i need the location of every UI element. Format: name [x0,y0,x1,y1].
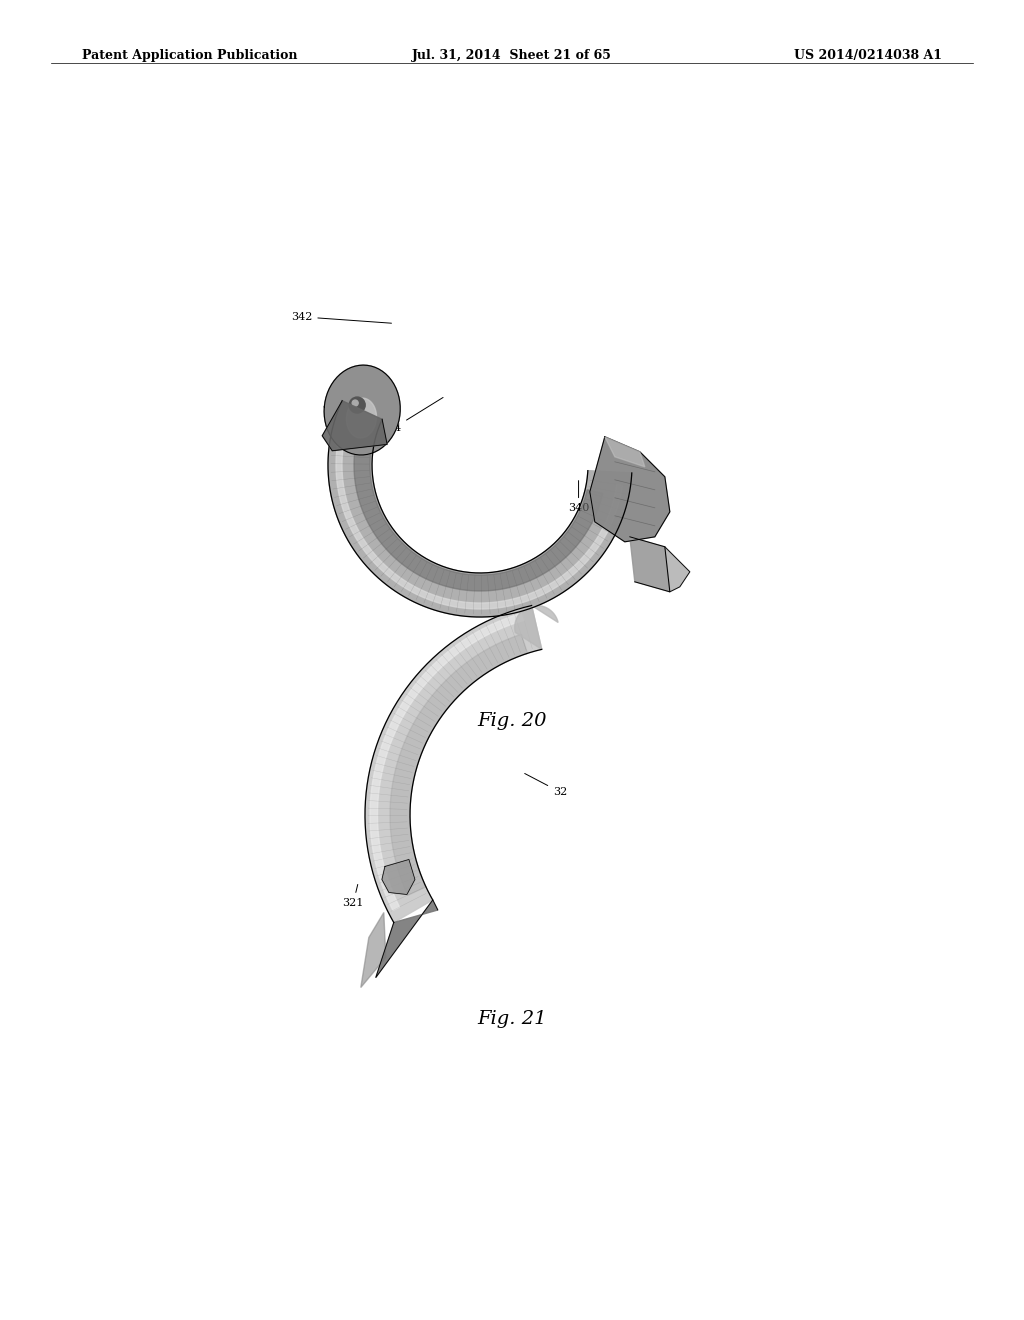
Polygon shape [590,437,670,541]
Text: 342: 342 [291,312,391,323]
Polygon shape [376,900,438,978]
Polygon shape [336,416,623,609]
Polygon shape [515,606,558,649]
Polygon shape [354,433,603,591]
Polygon shape [630,537,670,591]
Polygon shape [665,546,690,591]
Polygon shape [370,612,524,911]
Polygon shape [365,606,542,923]
Text: 321: 321 [343,884,364,908]
Circle shape [349,397,366,413]
Polygon shape [605,437,645,467]
Polygon shape [390,635,527,895]
Text: 54: 54 [387,397,443,433]
Text: Patent Application Publication: Patent Application Publication [82,49,297,62]
Text: US 2014/0214038 A1: US 2014/0214038 A1 [794,49,942,62]
Polygon shape [382,859,415,895]
Text: 340: 340 [568,480,589,513]
Polygon shape [360,912,386,987]
Polygon shape [325,366,400,455]
Circle shape [352,400,358,407]
Text: Fig. 21: Fig. 21 [477,1010,547,1028]
Polygon shape [323,401,387,450]
Polygon shape [328,401,632,616]
Text: Fig. 20: Fig. 20 [477,711,547,730]
Text: Jul. 31, 2014  Sheet 21 of 65: Jul. 31, 2014 Sheet 21 of 65 [412,49,612,62]
Text: 32: 32 [524,774,567,797]
Polygon shape [346,399,377,438]
